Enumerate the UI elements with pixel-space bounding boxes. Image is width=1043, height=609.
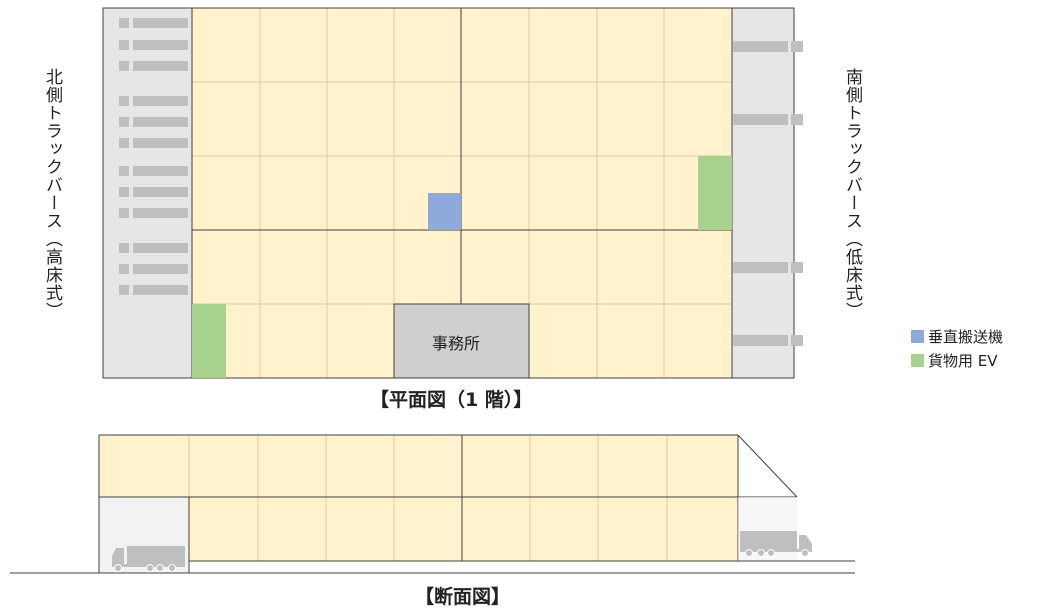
north-berth-label: 北側トラックバース（高床式） <box>42 68 62 320</box>
dock-door <box>133 18 188 28</box>
legend-swatch-blue <box>911 330 924 343</box>
dock-door <box>119 166 129 176</box>
dock-door <box>133 264 188 274</box>
dock-door <box>119 96 129 106</box>
plan-title: 【平面図（1 階）】 <box>370 389 533 411</box>
dock-door <box>133 166 188 176</box>
dock-door <box>119 138 129 148</box>
dock-door <box>119 117 129 127</box>
dock-door <box>733 41 788 52</box>
dock-door <box>733 335 788 346</box>
dock-door <box>791 262 803 273</box>
dock-door <box>133 138 188 148</box>
dock-door <box>119 18 129 28</box>
dock-door <box>133 40 188 50</box>
dock-door <box>133 117 188 127</box>
dock-door <box>119 264 129 274</box>
section-grid <box>188 435 668 561</box>
office-room <box>393 303 530 379</box>
dock-door <box>119 61 129 71</box>
dock-door <box>133 61 188 71</box>
dock-door <box>733 114 788 125</box>
dock-door <box>133 243 188 253</box>
office-label: 事務所 <box>432 334 481 353</box>
dock-door <box>791 335 803 346</box>
fire-walls <box>192 8 732 304</box>
dock-door <box>133 96 188 106</box>
dock-door <box>733 262 788 273</box>
legend-item-freight-elevator: 貨物用 EV <box>911 350 998 371</box>
south-berth-label: 南側トラックバース（低床式） <box>842 68 862 320</box>
vertical-conveyor <box>428 193 461 230</box>
dock-door <box>133 187 188 197</box>
section-upper-floor <box>99 435 738 497</box>
dock-door <box>119 208 129 218</box>
dock-door <box>119 243 129 253</box>
dock-door <box>133 208 188 218</box>
freight-elevator-south <box>698 156 732 230</box>
section-lower-floor <box>189 497 738 561</box>
south-dock-doors <box>733 41 803 346</box>
dock-door <box>119 40 129 50</box>
legend-label: 貨物用 EV <box>928 352 998 370</box>
section-title: 【断面図】 <box>415 586 511 608</box>
freight-elevator-north <box>192 304 226 378</box>
truck-icon-north <box>112 546 185 572</box>
dock-door <box>791 41 803 52</box>
dock-door <box>119 187 129 197</box>
north-dock-doors <box>119 18 188 295</box>
dock-door <box>133 285 188 295</box>
dock-door <box>791 114 803 125</box>
truck-icon-south <box>740 531 812 557</box>
legend-swatch-green <box>911 354 924 367</box>
legend-label: 垂直搬送機 <box>928 328 1004 346</box>
legend-item-vertical-conveyor: 垂直搬送機 <box>911 326 1003 347</box>
section-walls <box>98 434 798 573</box>
dock-door <box>119 285 129 295</box>
south-berth-area <box>731 7 795 379</box>
